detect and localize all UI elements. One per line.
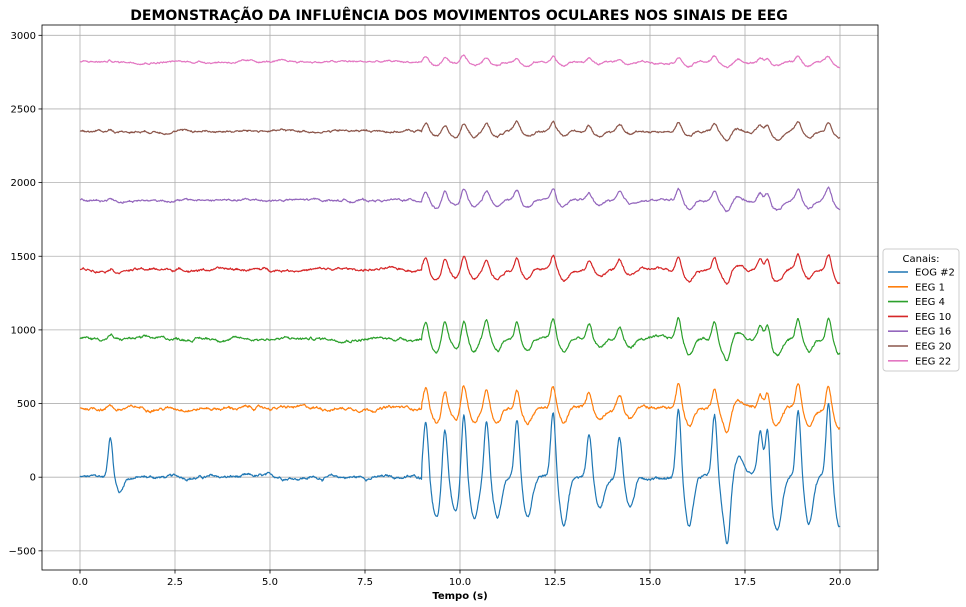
y-tick-label: 2500 [11,104,36,115]
legend-label: EEG 16 [915,327,951,338]
grid [42,25,878,570]
series-line-eog-2 [79,402,841,545]
series-line-eeg-20 [79,120,841,142]
x-tick-label: 12.5 [544,577,566,588]
y-tick-label: 500 [17,399,36,410]
y-tick-label: 0 [30,473,36,484]
x-tick-label: 17.5 [734,577,756,588]
y-tick-label: 1500 [11,252,36,263]
series-line-eeg-1 [79,383,841,434]
series-lines [79,54,841,545]
series-line-eeg-4 [79,316,841,362]
x-tick-label: 10.0 [449,577,471,588]
x-tick-label: 2.5 [167,577,183,588]
chart-title: DEMONSTRAÇÃO DA INFLUÊNCIA DOS MOVIMENTO… [130,7,787,24]
series-line-eeg-16 [79,186,841,213]
x-axis-label: Tempo (s) [432,591,487,602]
y-axis-ticks: −500 0 500 1000 1500 2000 2500 3000 [9,31,42,557]
y-tick-label: −500 [9,546,36,557]
y-tick-label: 3000 [11,31,36,42]
x-axis-ticks: 0.0 2.5 5.0 7.5 10.0 12.5 15.0 17.5 20.0 [72,570,851,588]
legend-title: Canais: [903,254,940,265]
legend-label: EEG 22 [915,356,951,367]
legend-label: EEG 1 [915,282,945,293]
legend-label: EOG #2 [915,268,955,279]
x-tick-label: 5.0 [262,577,278,588]
x-tick-label: 20.0 [829,577,851,588]
x-tick-label: 7.5 [357,577,373,588]
series-line-eeg-10 [79,253,841,285]
legend-label: EEG 10 [915,312,951,323]
legend-label: EEG 20 [915,342,951,353]
series-line-eeg-22 [79,54,841,69]
legend: Canais: EOG #2 EEG 1 EEG 4 EEG 10 EEG 16 EEG … [882,248,960,372]
x-tick-label: 0.0 [72,577,88,588]
legend-frame [882,248,960,372]
legend-label: EEG 4 [915,297,945,308]
y-tick-label: 2000 [11,178,36,189]
y-tick-label: 1000 [11,325,36,336]
x-tick-label: 15.0 [639,577,661,588]
